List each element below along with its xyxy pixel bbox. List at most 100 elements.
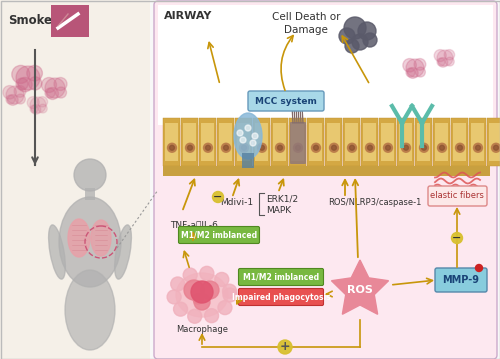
FancyBboxPatch shape	[238, 269, 324, 285]
Circle shape	[258, 143, 266, 152]
Circle shape	[474, 143, 482, 152]
Circle shape	[27, 97, 39, 109]
Circle shape	[296, 145, 300, 150]
Text: MMP-9: MMP-9	[442, 275, 480, 285]
Circle shape	[194, 294, 210, 310]
Ellipse shape	[48, 225, 66, 279]
FancyBboxPatch shape	[289, 118, 306, 166]
Circle shape	[406, 68, 415, 77]
FancyBboxPatch shape	[248, 91, 324, 111]
FancyBboxPatch shape	[363, 123, 376, 161]
Circle shape	[56, 87, 66, 98]
Circle shape	[188, 309, 202, 323]
Ellipse shape	[234, 113, 262, 159]
FancyBboxPatch shape	[325, 118, 342, 166]
Circle shape	[406, 59, 424, 77]
Circle shape	[200, 266, 214, 280]
Circle shape	[384, 143, 392, 152]
Circle shape	[330, 143, 338, 152]
FancyBboxPatch shape	[487, 118, 500, 166]
Circle shape	[245, 125, 251, 131]
Circle shape	[420, 143, 428, 152]
Circle shape	[278, 340, 292, 354]
Circle shape	[167, 290, 181, 304]
Circle shape	[240, 143, 248, 152]
Circle shape	[215, 272, 229, 286]
Circle shape	[494, 145, 498, 150]
Circle shape	[174, 302, 188, 316]
Circle shape	[191, 281, 213, 303]
Text: Mdivi-1: Mdivi-1	[220, 198, 253, 207]
Circle shape	[30, 97, 46, 113]
FancyBboxPatch shape	[433, 118, 450, 166]
Circle shape	[54, 78, 67, 90]
Circle shape	[28, 77, 42, 90]
FancyBboxPatch shape	[199, 118, 216, 166]
Text: AIRWAY: AIRWAY	[164, 11, 212, 21]
Circle shape	[224, 145, 228, 150]
Circle shape	[16, 66, 40, 90]
Circle shape	[31, 104, 41, 114]
Circle shape	[437, 58, 445, 66]
Circle shape	[403, 59, 416, 72]
FancyBboxPatch shape	[163, 118, 180, 166]
Circle shape	[3, 85, 16, 99]
Polygon shape	[332, 260, 388, 314]
Circle shape	[368, 145, 372, 150]
Circle shape	[201, 281, 219, 299]
Text: M1/M2 imblanced: M1/M2 imblanced	[243, 272, 319, 281]
Circle shape	[350, 145, 354, 150]
Circle shape	[492, 143, 500, 152]
Circle shape	[438, 143, 446, 152]
Circle shape	[188, 145, 192, 150]
Circle shape	[42, 78, 56, 93]
Circle shape	[260, 145, 264, 150]
Text: TNF-a、IL-6: TNF-a、IL-6	[170, 220, 218, 229]
FancyBboxPatch shape	[253, 118, 270, 166]
Circle shape	[38, 104, 47, 113]
Text: Impaired phagocytosis: Impaired phagocytosis	[232, 293, 330, 302]
FancyBboxPatch shape	[85, 188, 95, 200]
Circle shape	[242, 145, 246, 150]
Text: ERK1/2
MAPK: ERK1/2 MAPK	[266, 195, 298, 215]
FancyBboxPatch shape	[291, 123, 304, 161]
FancyBboxPatch shape	[154, 1, 497, 359]
Text: M1/M2 imblanced: M1/M2 imblanced	[181, 230, 257, 239]
Circle shape	[183, 268, 197, 282]
Circle shape	[444, 50, 454, 60]
Text: −: −	[452, 233, 462, 243]
FancyBboxPatch shape	[435, 123, 448, 161]
Circle shape	[237, 130, 243, 136]
Circle shape	[456, 143, 464, 152]
Circle shape	[348, 143, 356, 152]
Text: ROS: ROS	[347, 285, 373, 295]
Circle shape	[312, 143, 320, 152]
Ellipse shape	[68, 219, 90, 257]
Circle shape	[408, 67, 418, 78]
Circle shape	[252, 133, 258, 139]
Circle shape	[45, 78, 65, 98]
FancyBboxPatch shape	[415, 118, 432, 166]
Ellipse shape	[65, 270, 115, 350]
Text: Cell Death or
Damage: Cell Death or Damage	[272, 12, 340, 35]
FancyBboxPatch shape	[0, 0, 150, 359]
Circle shape	[345, 39, 359, 53]
FancyBboxPatch shape	[271, 118, 288, 166]
FancyBboxPatch shape	[307, 118, 324, 166]
FancyBboxPatch shape	[397, 118, 414, 166]
Text: elastic fibers: elastic fibers	[430, 191, 484, 200]
Circle shape	[206, 145, 210, 150]
Circle shape	[446, 57, 454, 66]
FancyBboxPatch shape	[273, 123, 286, 161]
FancyBboxPatch shape	[183, 123, 196, 161]
Circle shape	[352, 34, 368, 50]
Text: ROS/NLRP3/caspase-1: ROS/NLRP3/caspase-1	[328, 198, 422, 207]
Circle shape	[193, 294, 203, 304]
FancyBboxPatch shape	[399, 123, 412, 161]
Circle shape	[30, 105, 38, 113]
Circle shape	[8, 94, 18, 105]
Circle shape	[422, 145, 426, 150]
FancyBboxPatch shape	[158, 5, 493, 125]
Circle shape	[440, 145, 444, 150]
Circle shape	[6, 95, 15, 104]
